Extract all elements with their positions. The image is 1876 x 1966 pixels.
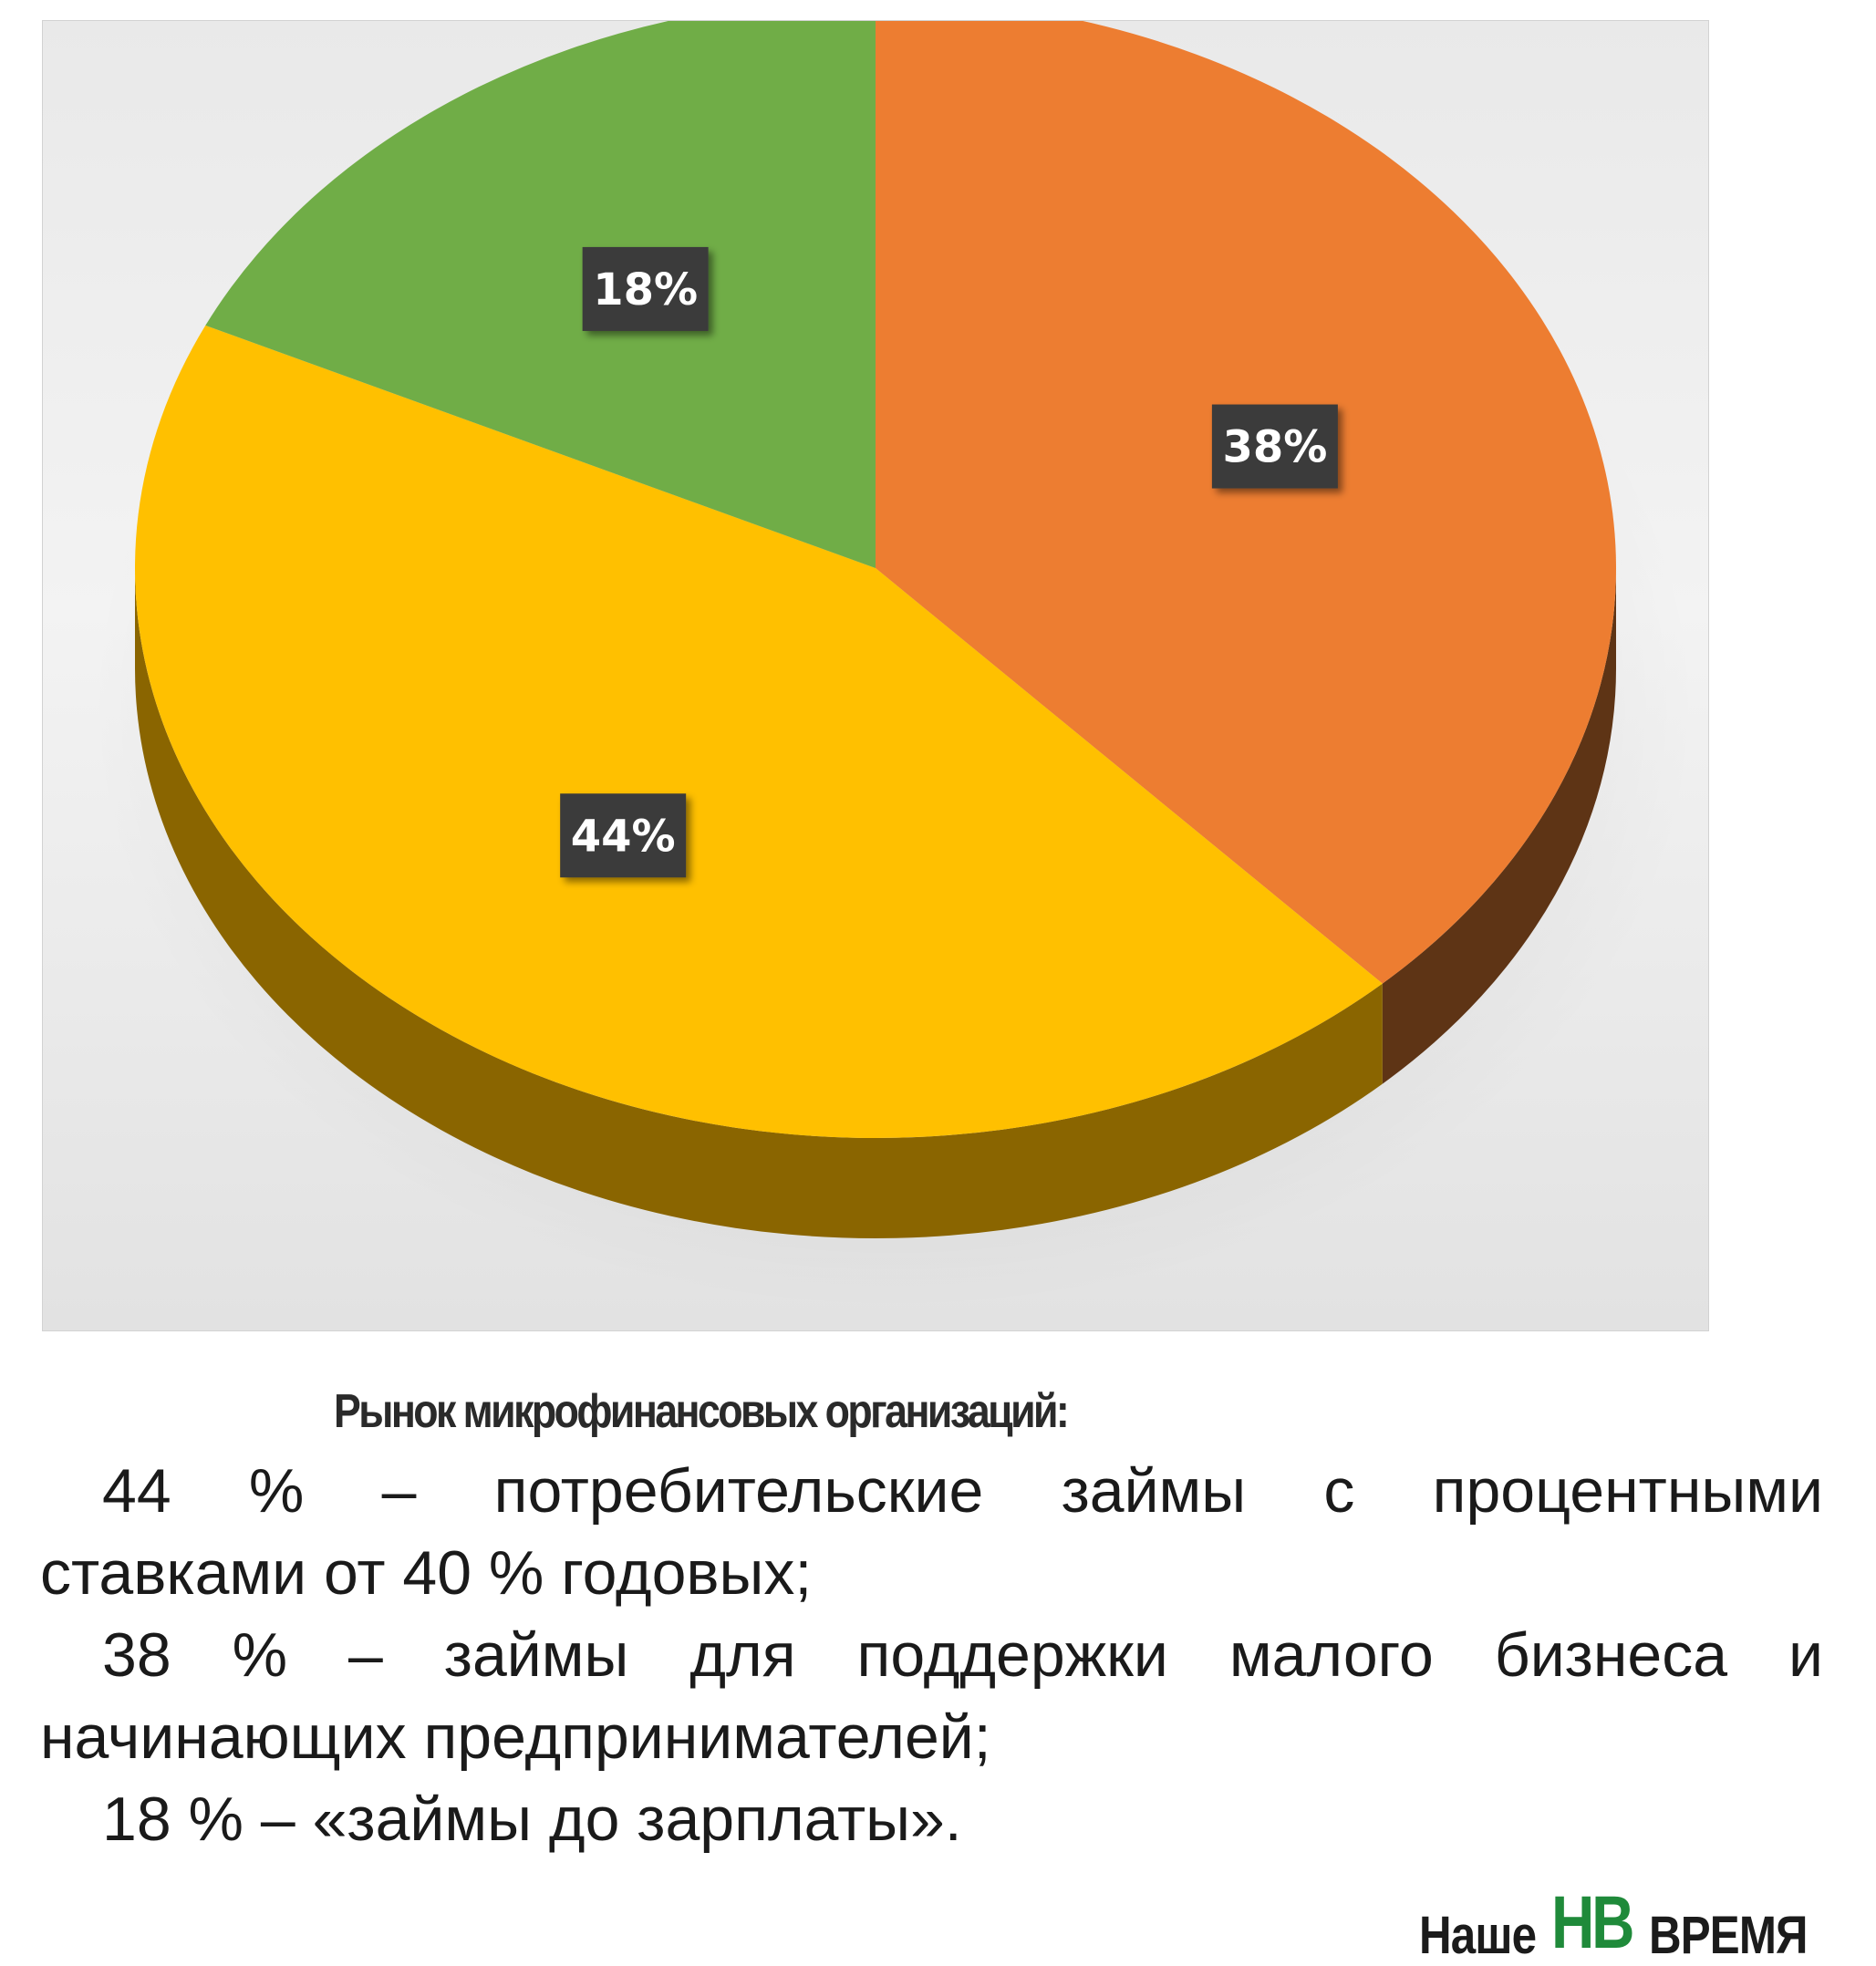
pie-slice-44 — [134, 325, 1383, 1138]
caption-item-44-line2: ставками от 40 % годовых; — [40, 1538, 813, 1608]
data-label-box-38 — [1211, 404, 1338, 489]
logo-word-nashe: Наше — [1419, 1906, 1537, 1965]
data-label-box-44 — [560, 793, 687, 878]
caption-item-38-line1: 38 % – займы для поддержки малого бизнес… — [102, 1620, 1823, 1690]
logo-mark: НВ — [1551, 1881, 1635, 1964]
caption-item-44-line1: 44 % – потребительские займы с процентны… — [102, 1456, 1823, 1526]
pie-slice-38 — [876, 21, 1617, 984]
data-label-44: 44% — [571, 811, 676, 862]
chart-panel: 38% 44% 18% — [42, 20, 1709, 1331]
newspaper-logo: Наше НВ ВРЕМЯ — [1419, 1880, 1835, 1965]
caption-item-18: 18 % – «займы до зарплаты». — [102, 1785, 962, 1854]
logo-word-vremya: ВРЕМЯ — [1649, 1906, 1808, 1965]
data-label-box-18 — [582, 246, 709, 331]
data-label-18: 18% — [593, 264, 698, 316]
pie-slice-18 — [205, 21, 876, 568]
caption-item-44: 44 % – потребительские займы с процентны… — [40, 1450, 1823, 1614]
pie-side-38 — [1382, 568, 1616, 1084]
pie-side-44 — [135, 568, 1383, 1238]
pie-chart: 38% 44% 18% — [89, 21, 1698, 1311]
caption-item-38: 38 % – займы для поддержки малого бизнес… — [40, 1614, 1823, 1778]
caption-item-38-line2: начинающих предпринимателей; — [40, 1702, 991, 1772]
caption-title: Рынок микрофинансовых организаций: — [334, 1385, 1070, 1438]
data-label-38: 38% — [1222, 422, 1327, 473]
